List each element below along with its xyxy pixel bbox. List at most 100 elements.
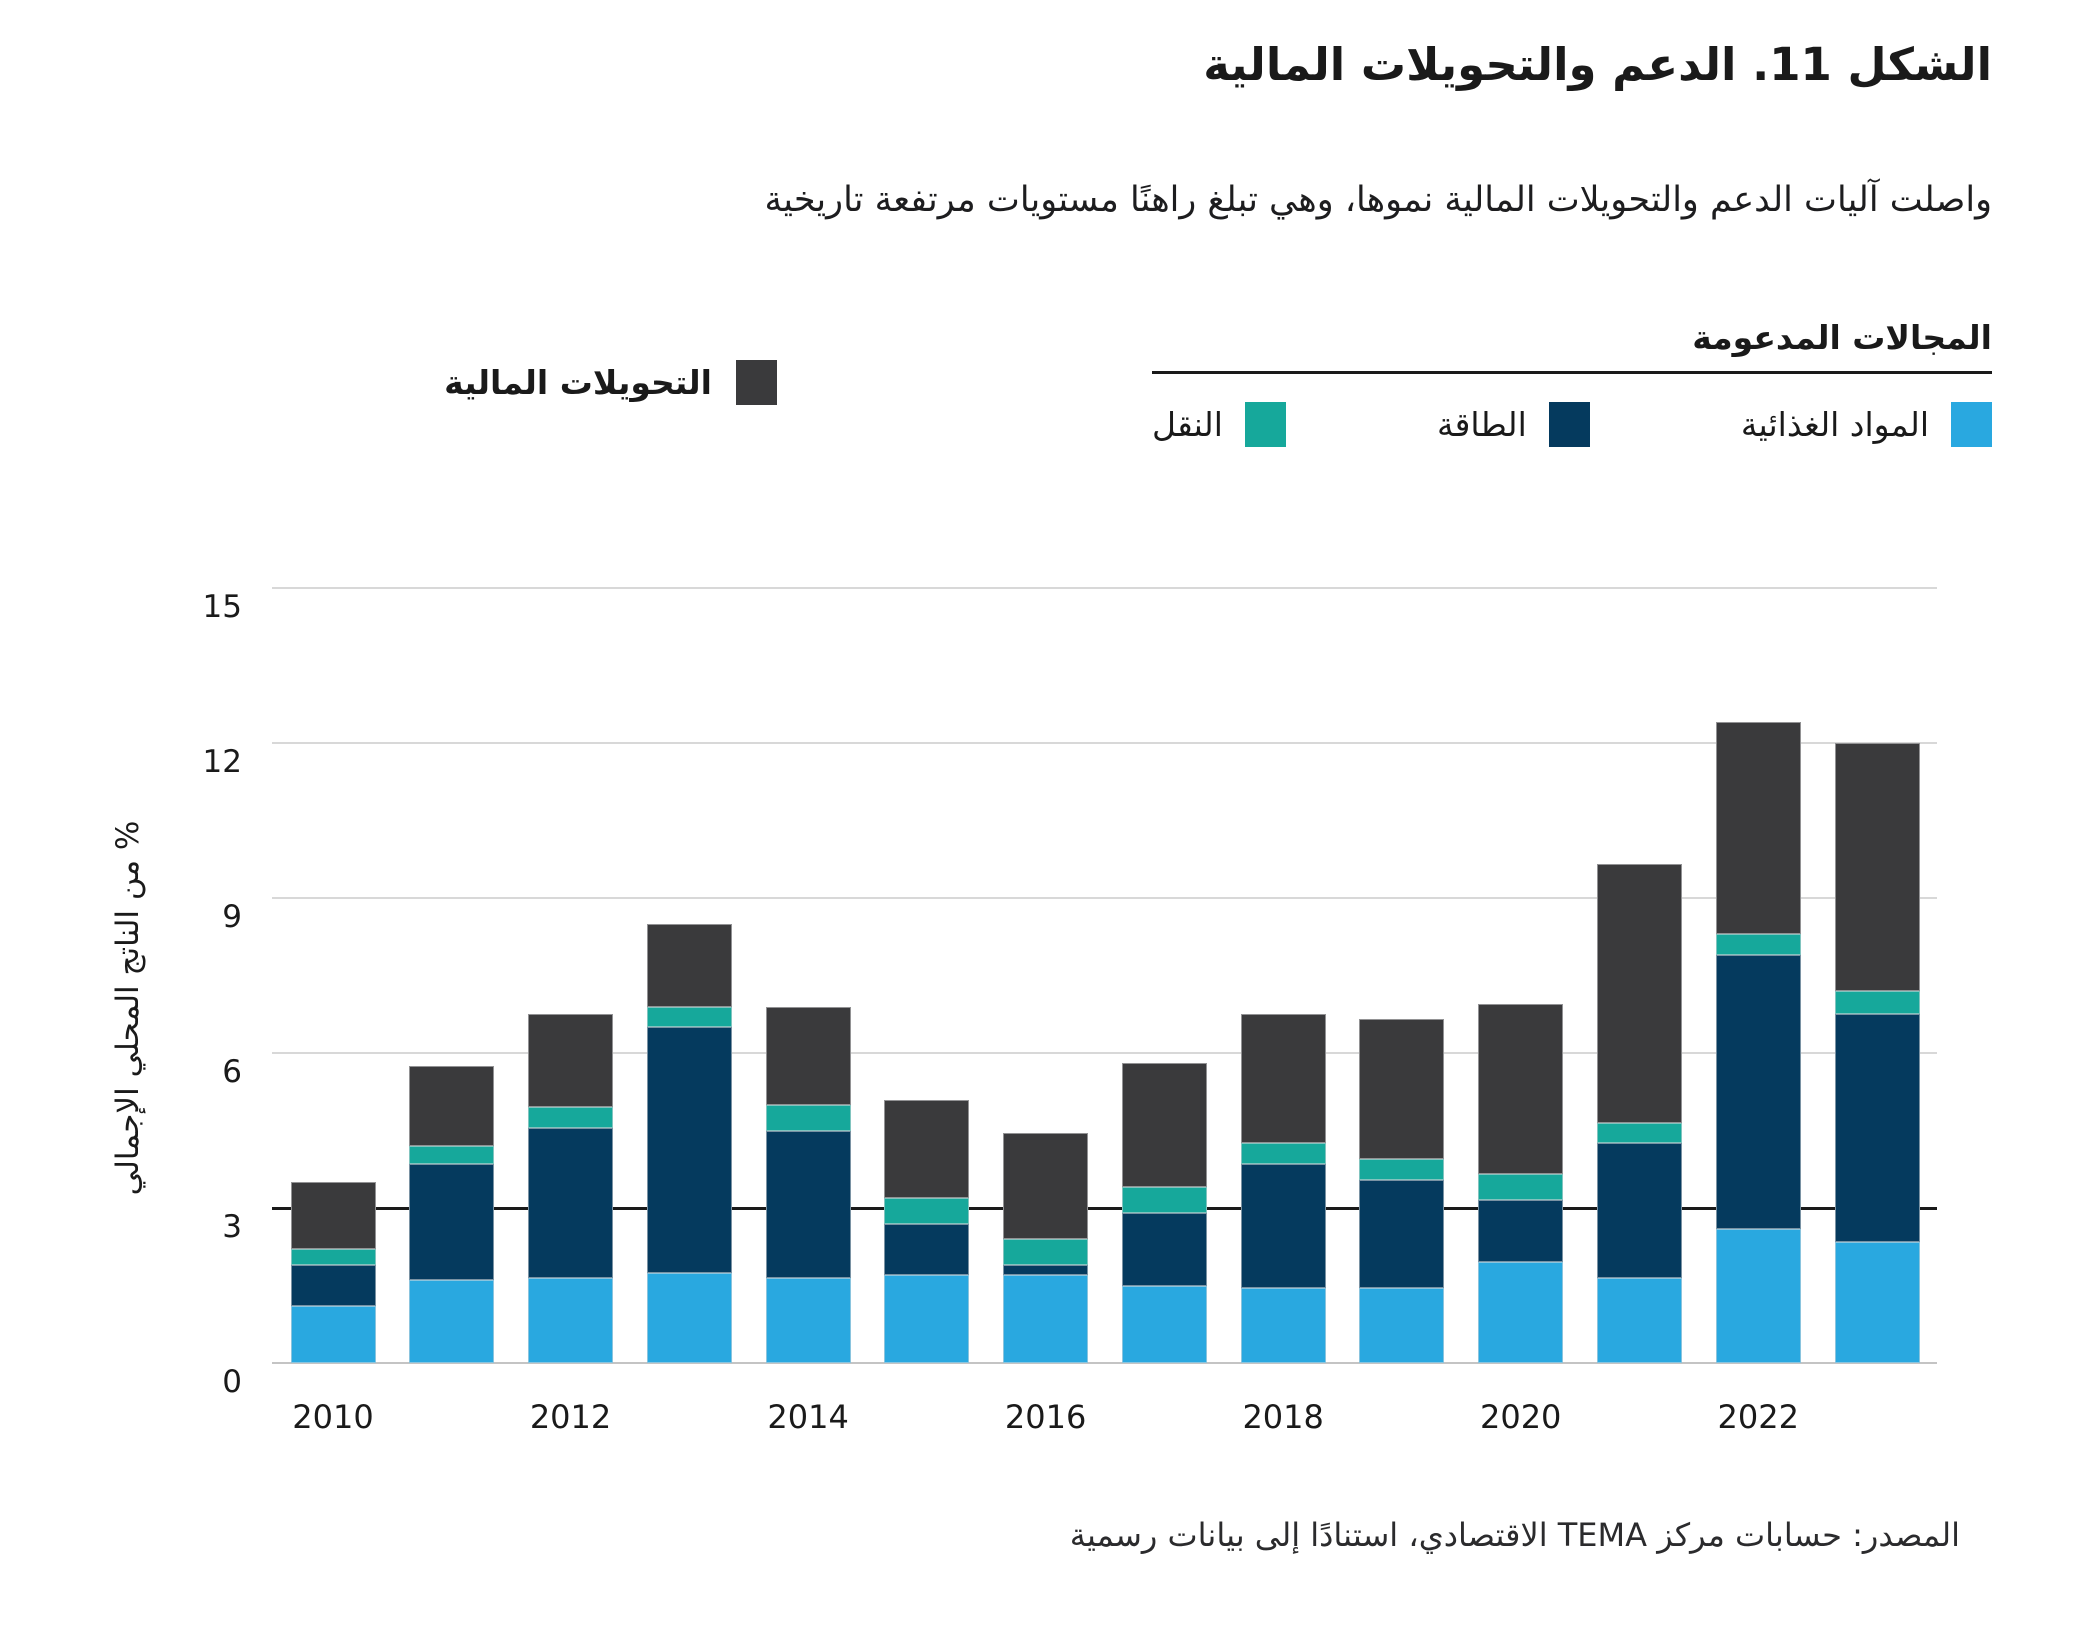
bar-segment-2010-التحويلات المالية [290, 1182, 376, 1250]
bar-segment-2010-الطاقة [290, 1264, 376, 1307]
bar-segment-2017-المواد الغذائية [1121, 1285, 1207, 1363]
bar-segment-2014-الطاقة [765, 1130, 851, 1278]
bar-segment-2011-الطاقة [409, 1164, 495, 1281]
bar-segment-2019-الطاقة [1359, 1179, 1445, 1289]
bar-segment-2012-الطاقة [528, 1127, 614, 1278]
bar-segment-2022-الطاقة [1715, 954, 1801, 1229]
transfers-label: التحويلات المالية [444, 363, 712, 402]
energy-label: الطاقة [1436, 405, 1527, 444]
bar-segment-2015-التحويلات المالية [884, 1099, 970, 1198]
gridline-12 [272, 742, 1937, 744]
bar-2012 [528, 588, 614, 1363]
y-tick-0: 0 [222, 1364, 242, 1400]
x-tick-2022: 2022 [1717, 1398, 1799, 1436]
bar-segment-2020-الطاقة [1478, 1200, 1564, 1263]
legend-item-food: المواد الغذائية [1741, 402, 1992, 447]
bar-2023 [1834, 588, 1920, 1363]
bar-segment-2014-المواد الغذائية [765, 1277, 851, 1363]
x-tick-2012: 2012 [529, 1398, 612, 1436]
bar-2011 [409, 588, 495, 1363]
legend-item-transport: النقل [1152, 402, 1286, 447]
bar-2021 [1596, 588, 1682, 1363]
bar-segment-2022-التحويلات المالية [1715, 722, 1801, 935]
transport-swatch [1244, 402, 1286, 447]
y-tick-9: 9 [222, 899, 242, 935]
bar-segment-2019-المواد الغذائية [1359, 1288, 1445, 1363]
bar-segment-2018-النقل [1240, 1143, 1326, 1165]
legend-item-energy: الطاقة [1437, 402, 1590, 447]
gridline-15 [272, 587, 1937, 589]
x-tick-2016: 2016 [1004, 1398, 1087, 1436]
bar-segment-2020-النقل [1478, 1174, 1564, 1201]
bar-2013 [646, 588, 732, 1363]
bar-segment-2015-المواد الغذائية [884, 1275, 970, 1363]
bar-2015 [884, 588, 970, 1363]
bar-segment-2017-الطاقة [1121, 1213, 1207, 1286]
bar-segment-2021-التحويلات المالية [1596, 864, 1682, 1123]
legend-items: المواد الغذائية الطاقة النقل [1152, 402, 1992, 447]
gridline-9 [272, 897, 1937, 899]
bar-2014 [765, 588, 851, 1363]
transfers-swatch [736, 360, 777, 405]
y-tick-12: 12 [202, 744, 242, 780]
bar-2010 [290, 588, 376, 1363]
bar-segment-2012-النقل [528, 1107, 614, 1128]
legend-group-title: المجالات المدعومة [1692, 318, 1992, 357]
bar-segment-2023-النقل [1834, 991, 1920, 1015]
bar-segment-2013-الطاقة [646, 1027, 732, 1273]
bar-segment-2017-التحويلات المالية [1121, 1063, 1207, 1188]
bar-2022 [1715, 588, 1801, 1363]
bar-segment-2022-المواد الغذائية [1715, 1228, 1801, 1363]
bar-segment-2016-النقل [1003, 1239, 1089, 1265]
bar-segment-2021-الطاقة [1596, 1143, 1682, 1278]
plot-area: 0 3 6 9 12 15 2010 2012 2014 2016 2018 2020 2022 [203, 587, 1937, 1436]
bar-segment-2011-النقل [409, 1146, 495, 1165]
bar-2018 [1240, 588, 1326, 1363]
bar-2019 [1359, 588, 1445, 1363]
bar-segment-2013-النقل [646, 1006, 732, 1028]
bar-segment-2015-الطاقة [884, 1223, 970, 1276]
transport-label: النقل [1152, 405, 1223, 444]
food-label: المواد الغذائية [1740, 405, 1929, 444]
energy-swatch [1548, 402, 1590, 447]
reference-line [272, 1207, 1937, 1210]
source-note: المصدر: حسابات مركز TEMA الاقتصادي، استن… [1069, 1516, 1960, 1554]
figure-subtitle: واصلت آليات الدعم والتحويلات المالية نمو… [764, 180, 1992, 220]
legend-supported-areas: المجالات المدعومة المواد الغذائية الطاقة ا… [1152, 318, 1992, 447]
bar-segment-2023-التحويلات المالية [1834, 743, 1920, 991]
bar-segment-2020-التحويلات المالية [1478, 1003, 1564, 1175]
bar-segment-2021-المواد الغذائية [1596, 1277, 1682, 1363]
bar-segment-2019-التحويلات المالية [1359, 1019, 1445, 1159]
bar-segment-2020-المواد الغذائية [1478, 1262, 1564, 1363]
figure-title: الشكل 11. الدعم والتحويلات المالية [1203, 38, 1992, 91]
bar-segment-2010-المواد الغذائية [290, 1306, 376, 1363]
bar-segment-2011-المواد الغذائية [409, 1280, 495, 1363]
bar-segment-2013-التحويلات المالية [646, 923, 732, 1007]
bar-2017 [1121, 588, 1207, 1363]
gridline-0 [272, 1362, 1937, 1364]
x-tick-2010: 2010 [292, 1398, 374, 1436]
bar-segment-2018-المواد الغذائية [1240, 1288, 1326, 1363]
bar-segment-2013-المواد الغذائية [646, 1272, 732, 1363]
bar-2016 [1003, 588, 1089, 1363]
bar-segment-2016-الطاقة [1003, 1264, 1089, 1276]
bar-segment-2017-النقل [1121, 1187, 1207, 1214]
x-tick-2020: 2020 [1479, 1398, 1562, 1436]
bar-segment-2023-المواد الغذائية [1834, 1241, 1920, 1363]
bar-segment-2016-المواد الغذائية [1003, 1275, 1089, 1363]
bar-segment-2012-المواد الغذائية [528, 1277, 614, 1363]
bar-segment-2014-النقل [765, 1104, 851, 1131]
bar-segment-2012-التحويلات المالية [528, 1014, 614, 1108]
bar-segment-2019-النقل [1359, 1158, 1445, 1180]
bar-segment-2018-الطاقة [1240, 1164, 1326, 1289]
legend-item-transfers: التحويلات المالية [444, 360, 777, 405]
bar-2020 [1478, 588, 1564, 1363]
y-tick-3: 3 [222, 1209, 242, 1245]
x-tick-2018: 2018 [1242, 1398, 1324, 1436]
bar-segment-2015-النقل [884, 1197, 970, 1224]
bar-segment-2011-التحويلات المالية [409, 1065, 495, 1146]
bar-segment-2022-النقل [1715, 934, 1801, 955]
bar-segment-2023-الطاقة [1834, 1014, 1920, 1242]
